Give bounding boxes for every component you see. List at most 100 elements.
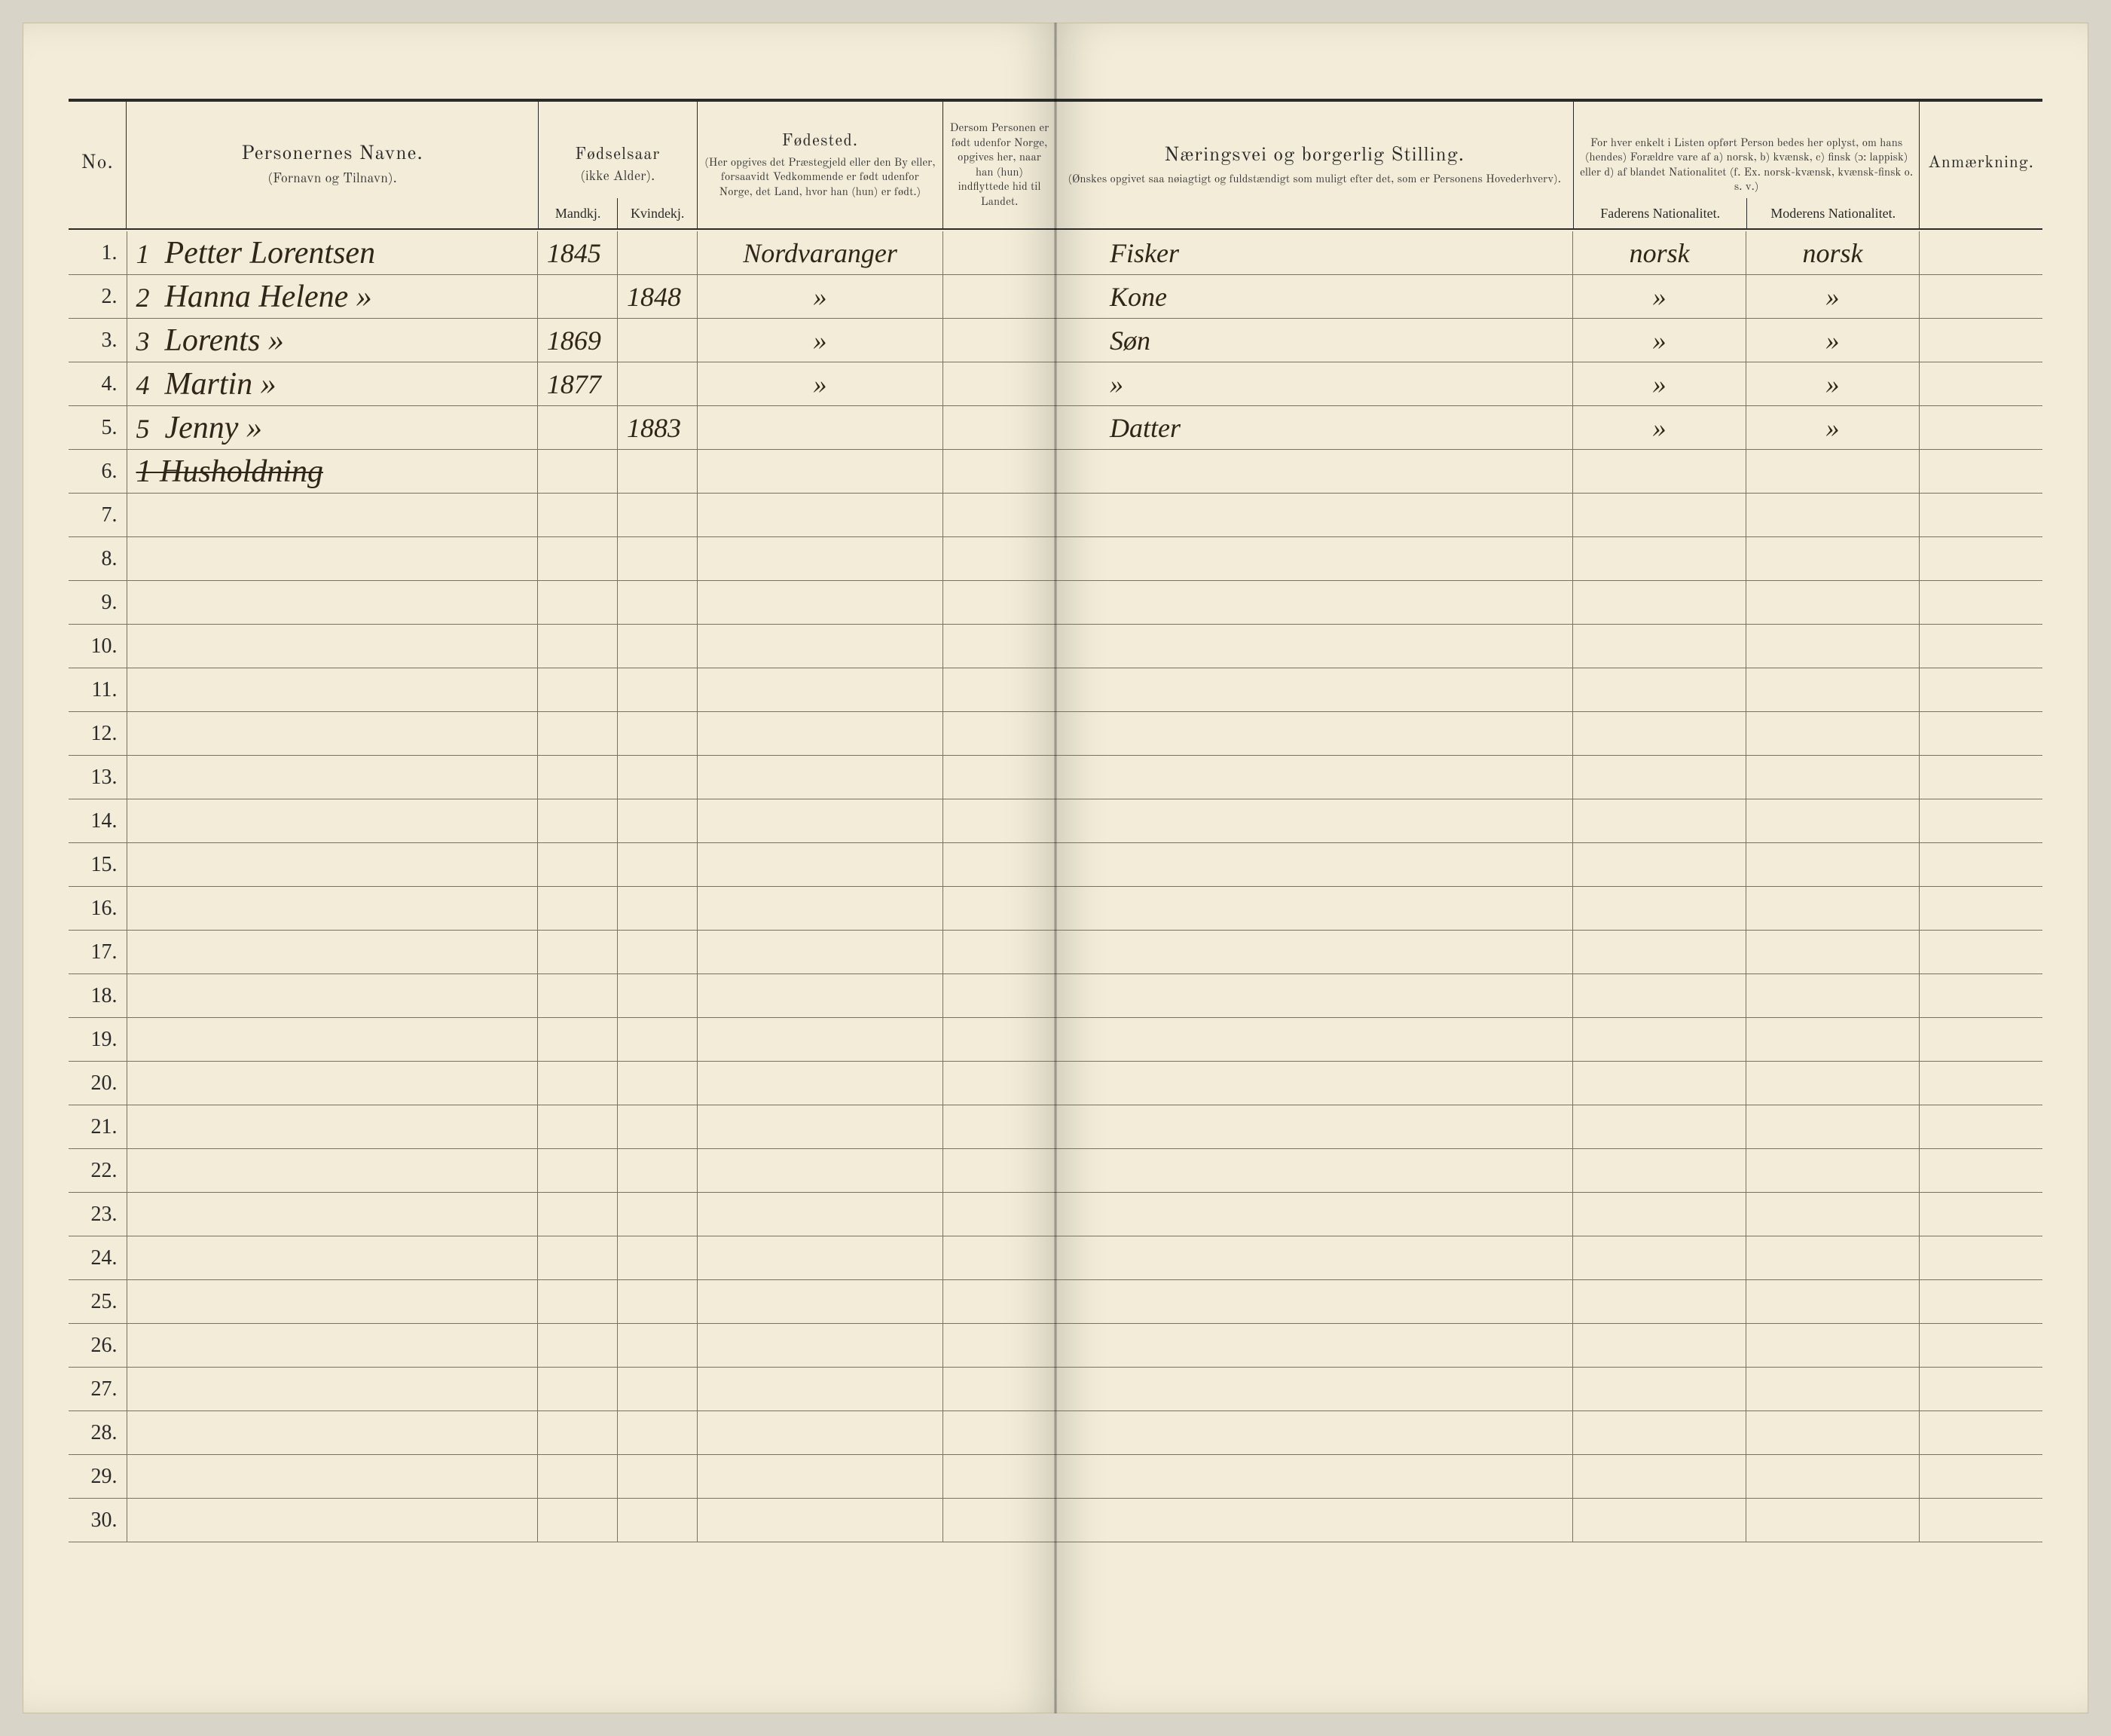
cell-year-male (538, 1368, 618, 1410)
cell-remark (1920, 1062, 2042, 1105)
cell-remark (1920, 1236, 2042, 1279)
cell-abroad (943, 625, 1056, 668)
header-birthyear-main: Fødselsaar (575, 145, 660, 167)
cell-name: 5Jenny » (127, 406, 538, 449)
cell-occupation (1056, 974, 1573, 1017)
cell-occupation (1056, 712, 1573, 755)
subheader-blank-last (943, 198, 1056, 230)
table-row: 10. (69, 625, 1056, 668)
handwritten-name: 4Martin » (136, 368, 276, 400)
table-row (1056, 1105, 2042, 1149)
subheader-blank-no (69, 198, 127, 230)
cell-year-male (538, 1105, 618, 1148)
cell-occupation (1056, 1455, 1573, 1498)
cell-name (127, 668, 538, 711)
cell-mother-nationality (1746, 712, 1920, 755)
table-row: 2.2Hanna Helene »1848» (69, 275, 1056, 319)
cell-year-male (538, 537, 618, 580)
handwritten-nationality: norsk (1802, 240, 1862, 267)
cell-mother-nationality (1746, 1149, 1920, 1192)
cell-abroad (943, 1499, 1056, 1542)
cell-name (127, 1411, 538, 1454)
cell-father-nationality (1573, 799, 1746, 842)
cell-year-female (618, 581, 698, 624)
row-number: 7. (69, 494, 127, 536)
cell-mother-nationality (1746, 799, 1920, 842)
cell-year-male (538, 1149, 618, 1192)
cell-mother-nationality: » (1746, 406, 1920, 449)
row-number: 5. (69, 406, 127, 449)
cell-mother-nationality (1746, 1455, 1920, 1498)
cell-remark (1920, 1499, 2042, 1542)
cell-remark (1920, 494, 2042, 536)
table-row: 18. (69, 974, 1056, 1018)
cell-year-male: 1869 (538, 319, 618, 362)
handwritten-place: » (814, 327, 827, 354)
cell-remark (1920, 1411, 2042, 1454)
cell-remark (1920, 581, 2042, 624)
cell-year-female (618, 887, 698, 930)
right-data-rows: FiskernorsknorskKone»»Søn»»»»»Datter»» (1056, 231, 2042, 1667)
cell-father-nationality (1573, 625, 1746, 668)
cell-abroad (943, 1236, 1056, 1279)
cell-year-female (618, 799, 698, 842)
table-row: 23. (69, 1193, 1056, 1236)
row-number: 26. (69, 1324, 127, 1367)
handwritten-nationality: norsk (1630, 240, 1690, 267)
cell-name (127, 537, 538, 580)
table-row: 6.1 Husholdning (69, 450, 1056, 494)
cell-abroad (943, 362, 1056, 405)
book-spine (1054, 23, 1057, 1713)
table-row (1056, 974, 2042, 1018)
cell-occupation (1056, 537, 1573, 580)
subheader-male: Mandkj. (539, 198, 619, 230)
handwritten-year: 1848 (627, 283, 681, 310)
cell-remark (1920, 1280, 2042, 1323)
table-row: 17. (69, 931, 1056, 974)
cell-year-male (538, 931, 618, 973)
cell-father-nationality (1573, 1236, 1746, 1279)
cell-year-female (618, 712, 698, 755)
cell-abroad (943, 1149, 1056, 1192)
cell-father-nationality (1573, 974, 1746, 1017)
handwritten-nationality: » (1653, 283, 1666, 310)
cell-occupation (1056, 1105, 1573, 1148)
cell-year-male (538, 756, 618, 799)
table-row: »»» (1056, 362, 2042, 406)
cell-mother-nationality: » (1746, 319, 1920, 362)
cell-year-female (618, 1062, 698, 1105)
cell-abroad (943, 974, 1056, 1017)
cell-birthplace (698, 625, 943, 668)
cell-abroad (943, 494, 1056, 536)
cell-birthplace (698, 1499, 943, 1542)
cell-birthplace (698, 931, 943, 973)
cell-year-female (618, 231, 698, 274)
cell-occupation (1056, 1324, 1573, 1367)
table-row: 21. (69, 1105, 1056, 1149)
header-birthplace-sub: (Her opgives det Præstegjeld eller den B… (704, 156, 936, 200)
cell-remark (1920, 275, 2042, 318)
cell-year-male (538, 406, 618, 449)
cell-birthplace (698, 1368, 943, 1410)
cell-name (127, 1280, 538, 1323)
cell-year-male (538, 974, 618, 1017)
cell-birthplace (698, 756, 943, 799)
cell-year-female (618, 625, 698, 668)
cell-year-female (618, 756, 698, 799)
cell-father-nationality (1573, 537, 1746, 580)
cell-remark (1920, 712, 2042, 755)
cell-year-female (618, 494, 698, 536)
header-names-main: Personernes Navne. (241, 142, 423, 168)
cell-mother-nationality (1746, 1018, 1920, 1061)
table-row: Datter»» (1056, 406, 2042, 450)
cell-father-nationality (1573, 887, 1746, 930)
cell-remark (1920, 931, 2042, 973)
cell-year-female (618, 931, 698, 973)
cell-father-nationality (1573, 1149, 1746, 1192)
cell-father-nationality (1573, 931, 1746, 973)
table-row: Kone»» (1056, 275, 2042, 319)
cell-abroad (943, 1324, 1056, 1367)
cell-father-nationality (1573, 1411, 1746, 1454)
cell-year-male (538, 887, 618, 930)
table-row (1056, 1236, 2042, 1280)
